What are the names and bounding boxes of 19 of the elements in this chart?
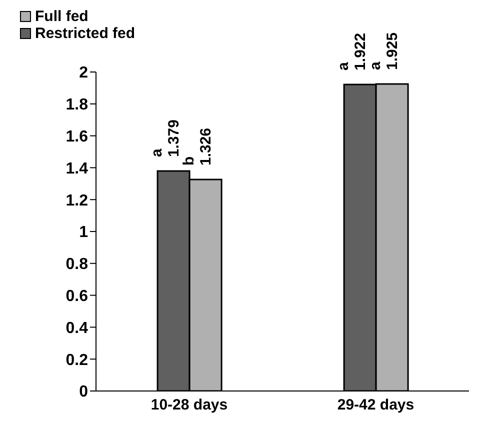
x-tick-label: 29-42 days: [337, 396, 414, 414]
y-tick-label: 1.6: [66, 128, 88, 146]
data-label: a 1.925: [367, 32, 402, 70]
x-tick-label: 10-28 days: [150, 396, 228, 414]
y-tick-label: 0: [79, 384, 88, 401]
y-tick-label: 0.8: [66, 256, 88, 274]
y-tick-label: 0.6: [66, 288, 88, 305]
y-tick-label: 1.4: [66, 160, 88, 178]
y-tick-label: 0.2: [66, 352, 88, 369]
y-tick-label: 1: [79, 224, 88, 242]
y-tick-label: 2: [79, 64, 88, 82]
data-label: b 1.326: [180, 128, 215, 166]
y-tick-label: 1.8: [66, 96, 88, 114]
data-label: a 1.922: [335, 32, 370, 70]
data-label: a 1.379: [148, 120, 183, 158]
y-tick-label: 0.4: [66, 320, 88, 337]
legend-label: Full fed: [35, 8, 88, 25]
y-tick-label: 1.2: [66, 192, 88, 210]
legend-label: Restricted fed: [35, 25, 136, 42]
